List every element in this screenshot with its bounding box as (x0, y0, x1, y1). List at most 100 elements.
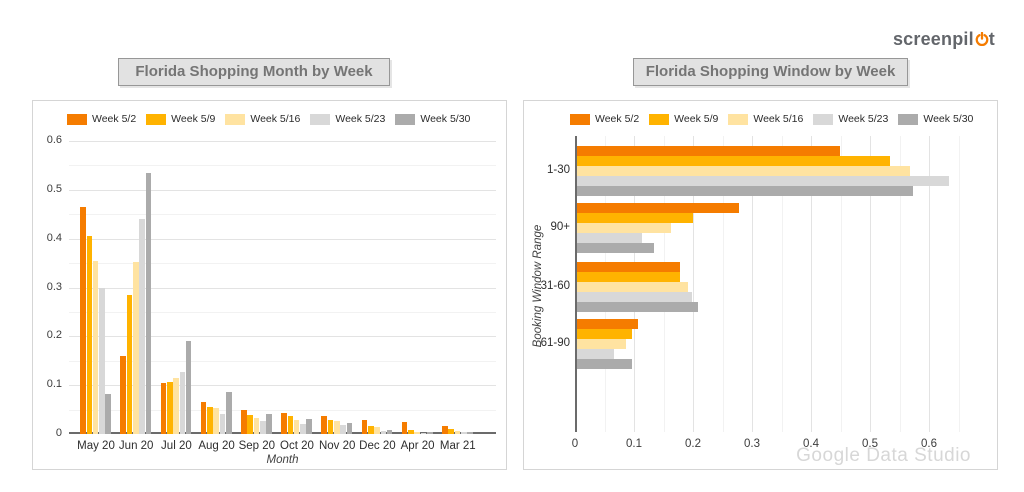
bar-Week-5-16-Oct-20[interactable] (293, 420, 300, 434)
y-category-label: 61-90 (540, 337, 570, 349)
month-chart-legend: Week 5/2 Week 5/9 Week 5/16 Week 5/23 Week 5… (67, 113, 470, 125)
bar-Week-5-23-31-60[interactable] (577, 292, 693, 302)
bar-Week-5-2-90+[interactable] (577, 203, 740, 213)
legend-label: Week 5/30 (420, 113, 471, 125)
bar-Week-5-9-Dec-20[interactable] (367, 425, 374, 434)
bar-Week-5-16-Nov-20[interactable] (334, 421, 340, 434)
bar-Week-5-2-Aug-20[interactable] (200, 402, 207, 434)
bar-Week-5-16-1-30[interactable] (577, 166, 911, 176)
month-chart-panel: Week 5/2 Week 5/9 Week 5/16 Week 5/23 Week 5… (32, 100, 507, 470)
bar-Week-5-23-May-20[interactable] (99, 287, 105, 434)
y-tick-label: 0.5 (46, 182, 62, 195)
bar-Week-5-30-Jun-20[interactable] (145, 172, 152, 434)
bar-Week-5-23-Jul-20[interactable] (179, 372, 186, 434)
legend-label: Week 5/30 (923, 113, 974, 125)
x-category-label: Nov 20 (318, 440, 356, 452)
legend-entry: Week 5/23 (813, 113, 888, 125)
bar-Week-5-2-1-30[interactable] (577, 146, 840, 156)
gridline (811, 136, 812, 432)
bar-Week-5-23-61-90[interactable] (577, 349, 614, 359)
bar-Week-5-9-61-90[interactable] (577, 329, 633, 339)
bar-Week-5-9-1-30[interactable] (577, 156, 890, 166)
bar-Week-5-23-Mar-21[interactable] (460, 432, 467, 434)
bar-Week-5-23-Oct-20[interactable] (300, 424, 306, 434)
bar-Week-5-16-Sep-20[interactable] (253, 418, 260, 434)
gridline (69, 141, 496, 142)
bar-Week-5-16-31-60[interactable] (577, 282, 688, 292)
bar-Week-5-9-Oct-20[interactable] (287, 416, 294, 434)
bar-Week-5-9-Aug-20[interactable] (207, 406, 213, 434)
bar-Week-5-16-Jul-20[interactable] (173, 377, 179, 434)
y-tick-label: 0.6 (46, 134, 62, 146)
bar-Week-5-23-90+[interactable] (577, 233, 642, 243)
bar-Week-5-16-Jun-20[interactable] (133, 262, 139, 434)
legend-label: Week 5/2 (595, 113, 640, 125)
x-tick-label: 0.3 (744, 438, 760, 450)
bar-Week-5-23-Nov-20[interactable] (340, 425, 346, 434)
legend-swatch-icon (813, 113, 834, 125)
legend-swatch-icon (310, 113, 331, 125)
bar-Week-5-23-Apr-20[interactable] (420, 432, 427, 434)
bar-Week-5-30-Sep-20[interactable] (266, 414, 272, 434)
bar-Week-5-30-Nov-20[interactable] (346, 423, 353, 434)
bar-Week-5-9-90+[interactable] (577, 213, 694, 223)
bar-Week-5-23-Sep-20[interactable] (259, 421, 266, 434)
legend-swatch-icon (146, 113, 167, 125)
month-chart-plot (69, 141, 496, 434)
bar-Week-5-30-Mar-21[interactable] (467, 432, 473, 434)
bar-Week-5-30-May-20[interactable] (105, 393, 112, 434)
bar-Week-5-30-Oct-20[interactable] (306, 419, 313, 434)
bar-Week-5-16-61-90[interactable] (577, 339, 626, 349)
bar-Week-5-30-90+[interactable] (577, 243, 654, 253)
bar-Week-5-16-90+[interactable] (577, 223, 672, 233)
bar-Week-5-23-Dec-20[interactable] (380, 430, 387, 434)
bar-Week-5-30-Aug-20[interactable] (226, 392, 232, 434)
bar-Week-5-2-Oct-20[interactable] (281, 413, 287, 434)
legend-label: Week 5/16 (250, 113, 301, 125)
x-tick-label: 0 (571, 438, 579, 450)
bar-Week-5-16-Mar-21[interactable] (454, 431, 461, 434)
bar-Week-5-9-Nov-20[interactable] (327, 420, 334, 434)
gridline (69, 238, 496, 240)
bar-Week-5-2-Nov-20[interactable] (321, 416, 328, 434)
bar-Week-5-23-1-30[interactable] (577, 176, 949, 186)
legend-swatch-icon (570, 113, 590, 125)
bar-Week-5-2-31-60[interactable] (577, 262, 681, 272)
bar-Week-5-2-Dec-20[interactable] (361, 419, 368, 434)
bar-Week-5-23-Jun-20[interactable] (139, 219, 145, 434)
bar-Week-5-9-Jul-20[interactable] (166, 382, 173, 434)
bar-Week-5-2-Mar-21[interactable] (442, 426, 448, 434)
bar-Week-5-16-Dec-20[interactable] (374, 427, 380, 434)
bar-Week-5-9-Sep-20[interactable] (247, 414, 253, 434)
gridline (781, 136, 783, 432)
bar-Week-5-9-Mar-21[interactable] (448, 429, 454, 434)
bar-Week-5-2-May-20[interactable] (80, 206, 86, 434)
bar-Week-5-30-Jul-20[interactable] (185, 341, 192, 434)
bar-Week-5-30-Apr-20[interactable] (427, 432, 433, 434)
bar-Week-5-16-May-20[interactable] (92, 260, 99, 434)
bar-Week-5-2-61-90[interactable] (577, 319, 638, 329)
y-category-label: 1-30 (546, 164, 570, 176)
bar-Week-5-16-Apr-20[interactable] (414, 431, 421, 434)
bar-Week-5-9-Apr-20[interactable] (408, 430, 414, 434)
bar-Week-5-9-31-60[interactable] (577, 272, 680, 282)
bar-Week-5-2-Jun-20[interactable] (120, 355, 127, 434)
bar-Week-5-30-1-30[interactable] (577, 186, 914, 196)
y-category-label: 90+ (550, 221, 570, 233)
bar-Week-5-30-31-60[interactable] (577, 302, 698, 312)
bar-Week-5-16-Aug-20[interactable] (213, 408, 220, 434)
bar-Week-5-2-Sep-20[interactable] (241, 410, 247, 434)
bar-Week-5-23-Aug-20[interactable] (219, 413, 226, 434)
bar-Week-5-9-May-20[interactable] (86, 236, 93, 434)
bar-Week-5-30-61-90[interactable] (577, 359, 632, 369)
y-tick-label: 0.4 (46, 231, 62, 244)
bar-Week-5-30-Dec-20[interactable] (386, 429, 393, 434)
x-tick-label: 0.6 (921, 438, 937, 450)
legend-label: Week 5/23 (335, 113, 386, 125)
gridline (69, 336, 496, 338)
legend-label: Week 5/2 (92, 113, 137, 125)
bar-Week-5-2-Jul-20[interactable] (160, 382, 167, 434)
bar-Week-5-2-Apr-20[interactable] (401, 421, 408, 434)
x-category-label: Jul 20 (161, 440, 192, 452)
bar-Week-5-9-Jun-20[interactable] (126, 294, 133, 434)
